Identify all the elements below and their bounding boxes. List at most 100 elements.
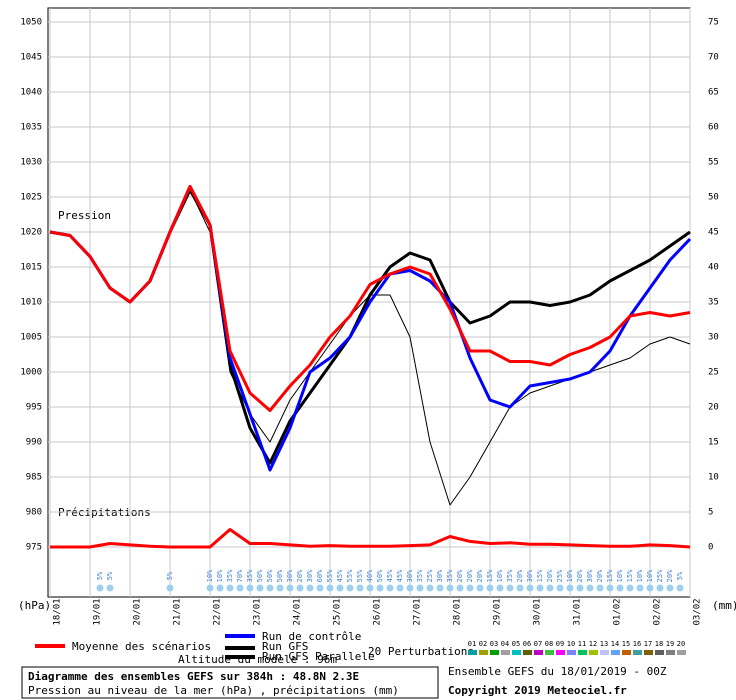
snow-label: 35% [226,569,234,582]
y-tick-label: 975 [26,543,42,553]
snow-label: 50% [266,569,274,582]
perturbation-number: 06 [523,640,531,648]
legend-label: Run de contrôle [262,630,361,643]
perturbation-number: 09 [556,640,564,648]
perturbation-swatch [556,650,565,655]
perturbation-swatch [534,650,543,655]
legend-label: Run GFS Parallele [262,650,375,663]
chart-subtitle: Pression au niveau de la mer (hPa) , pré… [28,684,399,697]
snow-label: 60% [316,569,324,582]
snow-label: 20% [596,569,604,582]
snow-icon [646,584,654,592]
snow-icon [96,584,104,592]
x-tick-label: 01/02 [613,598,623,625]
series-line [50,528,691,549]
chart-title: Diagramme des ensembles GEFS sur 384h : … [28,670,359,683]
snow-label: 15% [606,569,614,582]
y2-tick-label: 15 [708,438,719,448]
snow-label: 15% [626,569,634,582]
snow-label: 10% [636,569,644,582]
snow-icon [486,584,494,592]
snow-icon [216,584,224,592]
snow-icon [676,584,684,592]
snow-label: 10% [646,569,654,582]
snow-icon [536,584,544,592]
snow-icon [436,584,444,592]
snow-icon [376,584,384,592]
x-tick-label: 29/01 [493,598,503,625]
snow-icon [446,584,454,592]
snow-icon [626,584,634,592]
snow-label: 20% [576,569,584,582]
y2-tick-label: 5 [708,508,713,518]
snow-icon [526,584,534,592]
snow-icon [586,584,594,592]
snow-icon [616,584,624,592]
y-tick-label: 990 [26,438,42,448]
snow-label: 70% [236,569,244,582]
perturbation-swatch [600,650,609,655]
x-tick-label: 22/01 [213,598,223,625]
run-label: Ensemble GEFS du 18/01/2019 - 00Z [448,665,667,678]
y2-tick-label: 35 [708,298,719,308]
perturbation-swatch [633,650,642,655]
x-tick-label: 21/01 [173,598,183,625]
snow-icon [426,584,434,592]
perturbation-swatch [512,650,521,655]
pressure-label: Pression [58,209,111,222]
snow-label: 10% [496,569,504,582]
y-tick-label: 1030 [20,158,42,168]
y2-tick-label: 55 [708,158,719,168]
y-tick-label: 1050 [20,18,42,28]
snow-label: 45% [396,569,404,582]
y2-axis-label: (mm) [712,599,736,612]
snow-label: 25% [556,569,564,582]
snow-label: 10% [616,569,624,582]
y-tick-label: 995 [26,403,42,413]
snow-label: 20% [666,569,674,582]
snow-label: 40% [366,569,374,582]
snow-icon [366,584,374,592]
perturbation-swatch [611,650,620,655]
legend-label: Run GFS [262,640,308,653]
snow-icon [596,584,604,592]
perturbation-number: 13 [600,640,608,648]
y-tick-label: 980 [26,508,42,518]
snow-label: 10% [216,569,224,582]
perturbation-number: 19 [666,640,674,648]
y2-tick-label: 50 [708,193,719,203]
snow-icon [566,584,574,592]
snow-label: 20% [516,569,524,582]
perturbation-number: 01 [468,640,476,648]
y2-tick-label: 0 [708,543,713,553]
y-tick-label: 1025 [20,193,42,203]
perturbation-swatch [578,650,587,655]
perturbation-number: 20 [677,640,685,648]
perturbation-swatch [490,650,499,655]
snow-label: 50% [256,569,264,582]
perturbation-swatch [545,650,554,655]
perturbation-swatch [479,650,488,655]
snow-icon [656,584,664,592]
perturbation-swatch [622,650,631,655]
y2-tick-label: 40 [708,263,719,273]
snow-label: 50% [376,569,384,582]
y-tick-label: 1000 [20,368,42,378]
x-tick-label: 25/01 [333,598,343,625]
copyright: Copyright 2019 Meteociel.fr [448,684,627,697]
snow-label: 55% [356,569,364,582]
perturbation-swatch [655,650,664,655]
y-axis-label: (hPa) [18,599,51,612]
perturbation-number: 05 [512,640,520,648]
perturbation-swatch [468,650,477,655]
snow-icon [296,584,304,592]
x-tick-label: 27/01 [413,598,423,625]
x-tick-label: 28/01 [453,598,463,625]
snow-icon [386,584,394,592]
snow-label: 30% [306,569,314,582]
snow-icon [356,584,364,592]
snow-icon [166,584,174,592]
legend-label: Moyenne des scénarios [72,640,211,653]
snow-icon [336,584,344,592]
x-tick-label: 18/01 [53,598,63,625]
